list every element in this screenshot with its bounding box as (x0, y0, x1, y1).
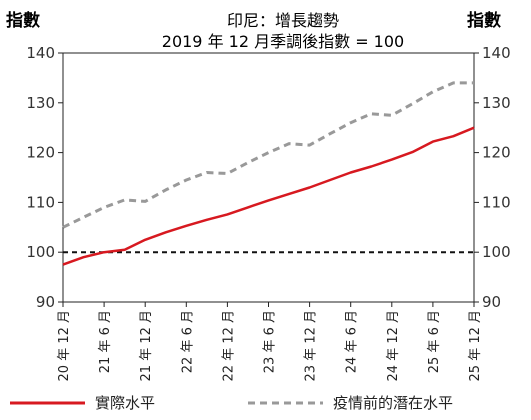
y-tick-label-left: 90 (36, 293, 55, 311)
y-tick-label-left: 120 (26, 144, 55, 162)
plot-frame (62, 52, 475, 303)
x-tick-label: 24 年 12 月 (386, 310, 401, 381)
x-tick-label: 22 年 6 月 (180, 310, 195, 373)
chart-title: 印尼：增長趨勢 (227, 11, 339, 30)
potential-series-line (62, 81, 474, 229)
y-tick-label-right: 120 (482, 144, 511, 162)
x-tick-label: 25 年 12 月 (468, 310, 483, 381)
actual-series-line (62, 126, 475, 266)
x-tick-label: 20 年 12 月 (57, 310, 72, 381)
x-tick-label: 21 年 12 月 (139, 310, 154, 381)
y-tick-label-right: 90 (482, 293, 501, 311)
y-tick-label-right: 110 (482, 193, 511, 211)
legend-label-potential: 疫情前的潛在水平 (333, 394, 453, 412)
x-tick-label: 23 年 6 月 (263, 310, 278, 373)
x-tick-label: 23 年 12 月 (304, 310, 319, 381)
y-tick-label-right: 130 (482, 94, 511, 112)
y-tick-label-left: 140 (26, 44, 55, 62)
legend: 實際水平 疫情前的潛在水平 (10, 394, 453, 412)
y-tick-label-left: 100 (26, 243, 55, 261)
right-axis-title: 指數 (467, 10, 501, 31)
left-axis-title: 指數 (6, 10, 40, 31)
x-tick-label: 21 年 6 月 (98, 310, 113, 373)
x-tick-label: 22 年 12 月 (221, 310, 236, 381)
x-tick-label: 25 年 6 月 (427, 310, 442, 373)
plot-area: 90 90 100 100 110 110 120 120 130 130 140 140 20 年 1… (26, 44, 510, 381)
x-tick-label: 24 年 6 月 (345, 310, 360, 373)
chart-subtitle: 2019 年 12 月季調後指數 = 100 (162, 32, 404, 51)
y-tick-label-left: 110 (26, 193, 55, 211)
legend-label-actual: 實際水平 (95, 394, 155, 412)
y-tick-label-right: 140 (482, 44, 511, 62)
y-tick-label-right: 100 (482, 243, 511, 261)
y-tick-label-left: 130 (26, 94, 55, 112)
